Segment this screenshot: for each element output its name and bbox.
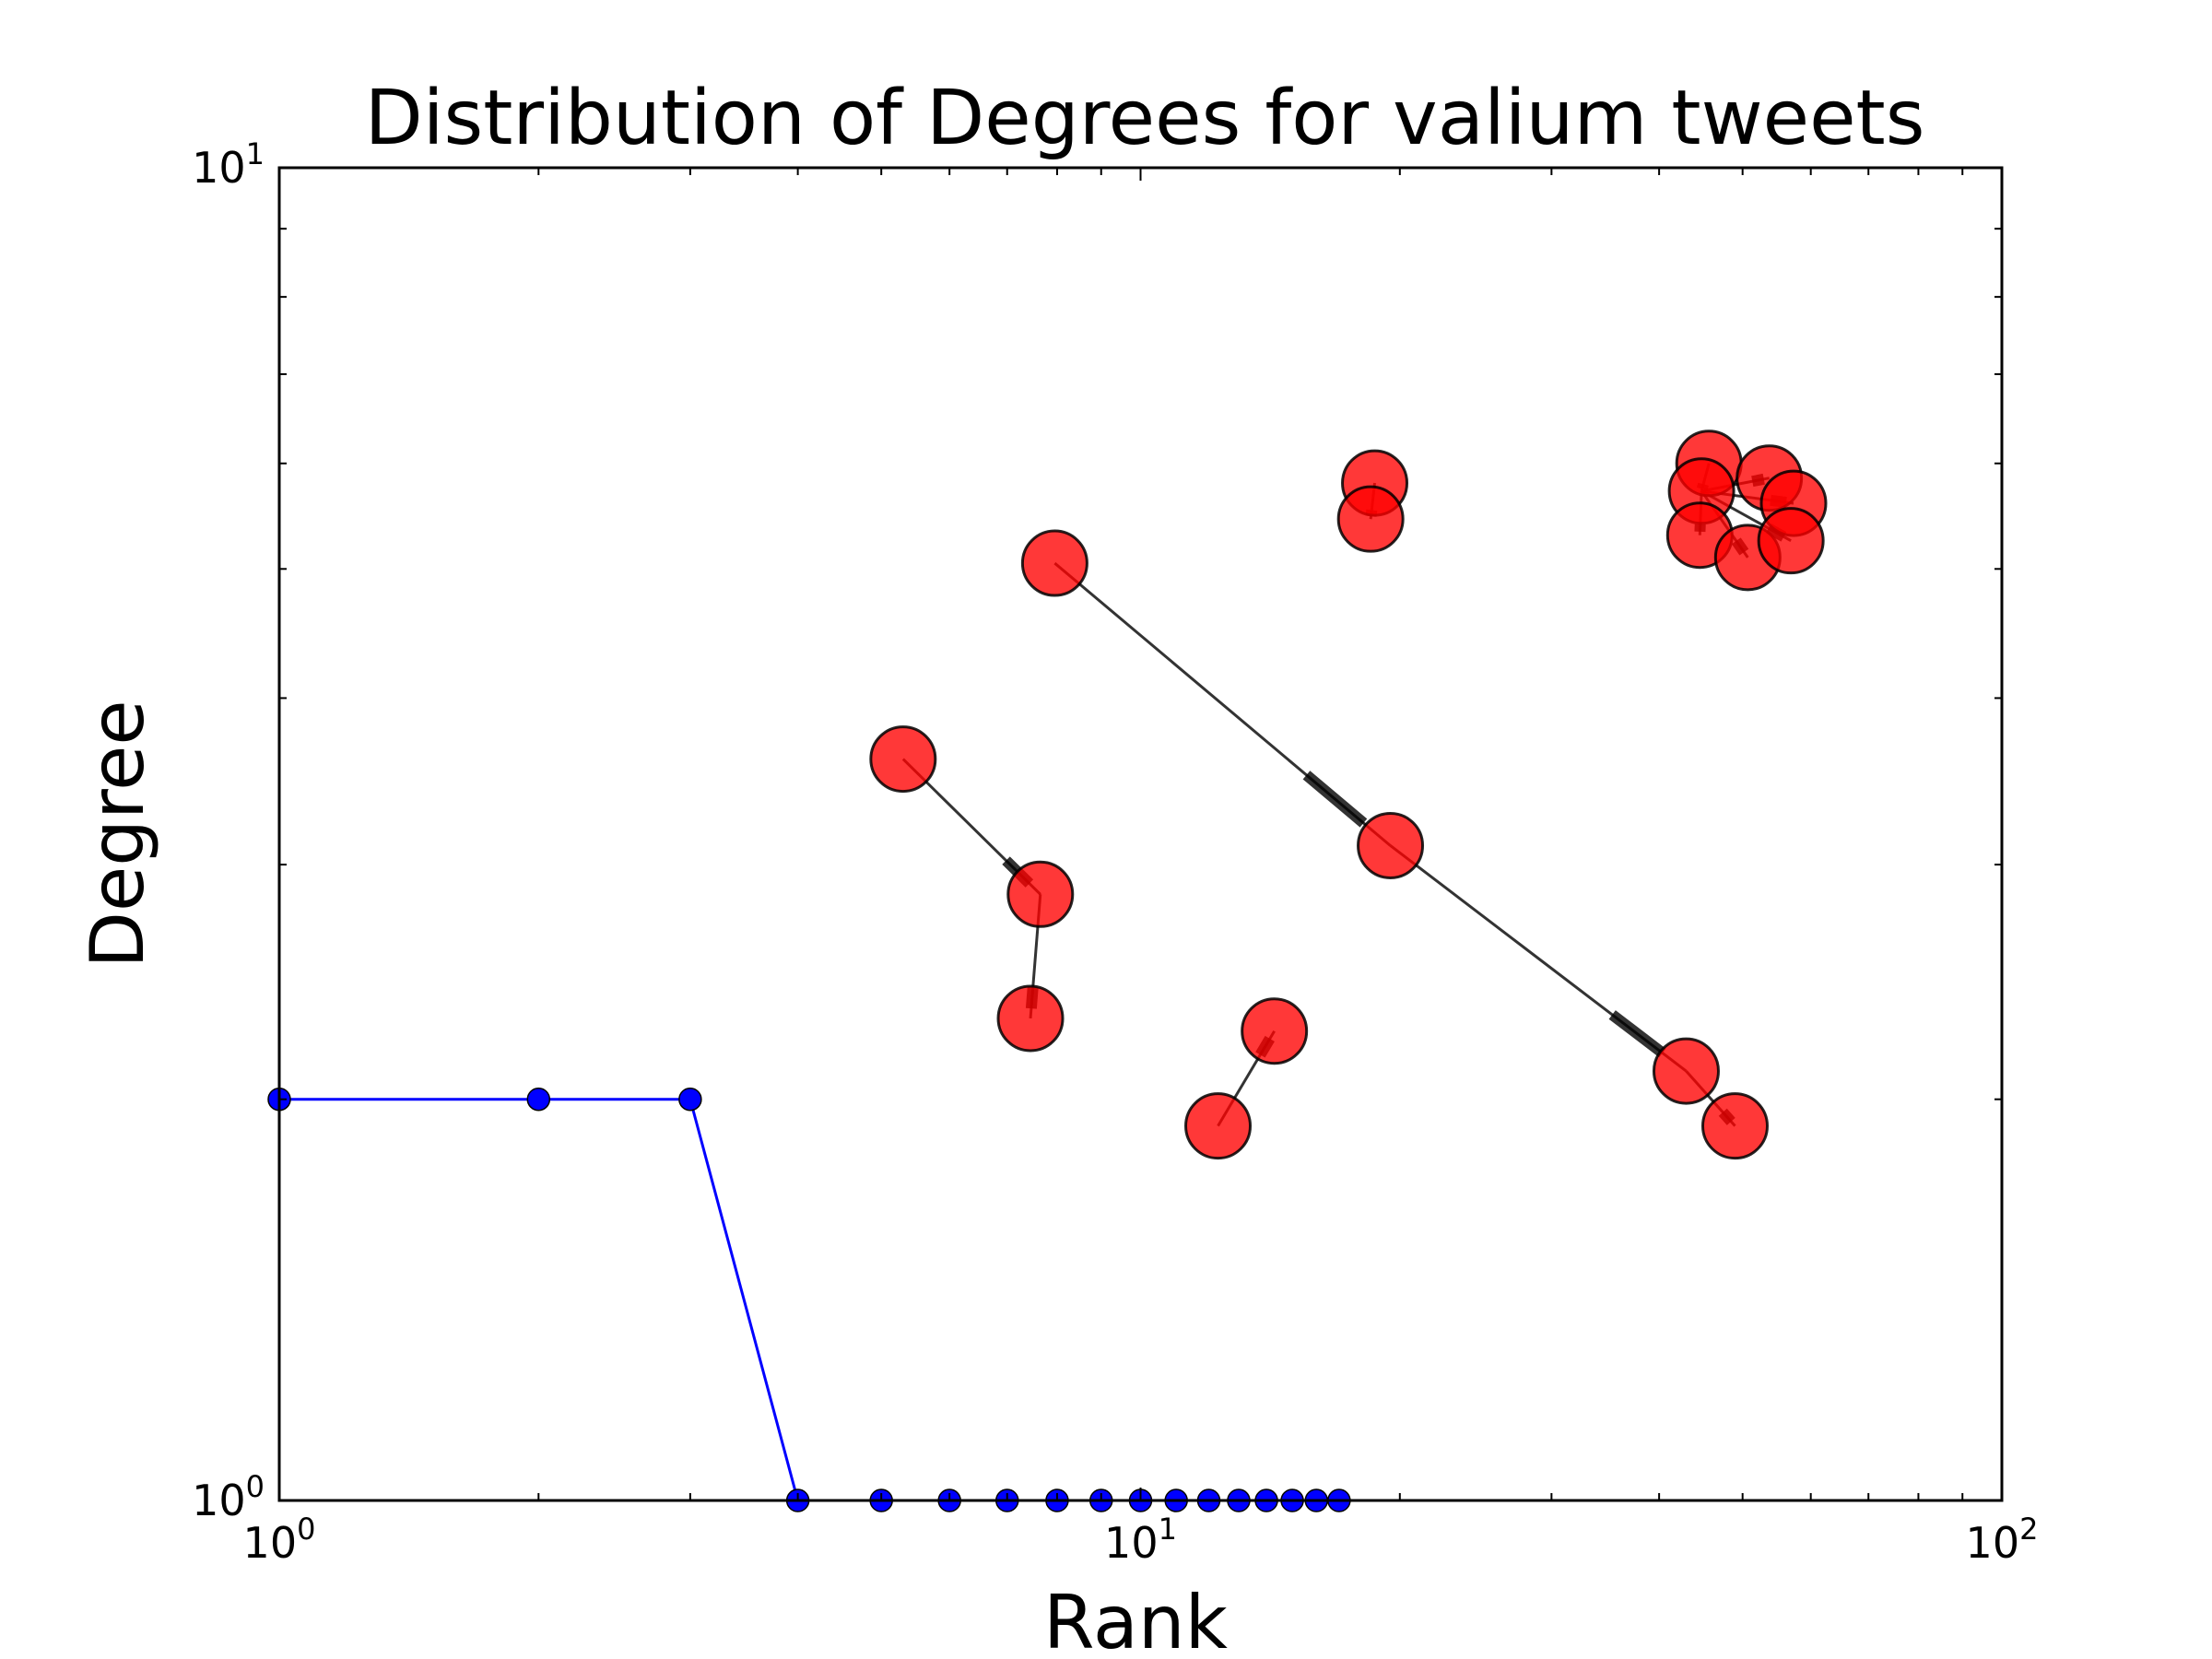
x-tick-label-exponent: 2 [2019,1512,2038,1547]
y-tick-label-exponent: 0 [246,1469,265,1504]
network-node [1652,1037,1720,1105]
network-node [1336,485,1405,553]
network-edge-arrow [1608,1010,1666,1058]
data-point [678,1087,702,1112]
y-tick-label-base: 10 [192,1476,246,1525]
x-tick-label: 101 [1104,1512,1177,1568]
x-axis-label: Rank [1043,1580,1229,1659]
y-tick-label-exponent: 1 [246,136,265,171]
x-tick-label-base: 10 [243,1518,298,1568]
network-node [1757,507,1825,575]
series-layer [267,1087,1351,1512]
y-tick-label: 101 [192,136,265,193]
network-node [1184,1092,1253,1160]
network-node [1700,1092,1769,1160]
network-overlay [869,429,1828,1160]
network-edge-arrow [1302,771,1368,828]
y-tick-label-base: 10 [192,143,246,193]
network-node [1020,529,1088,597]
network-node [1241,997,1309,1065]
x-tick-label-base: 10 [1104,1518,1159,1568]
data-point [526,1087,551,1112]
x-tick-label: 100 [243,1512,316,1568]
plot-frame [277,166,2004,1502]
x-tick-label-exponent: 0 [297,1512,315,1547]
chart-title: Distribution of Degrees for valium tweet… [365,75,1925,162]
x-tick-label-base: 10 [1966,1518,2020,1568]
network-node [1006,860,1075,928]
network-node [869,725,937,794]
series-line [279,1098,1339,1502]
y-tick-label: 100 [192,1469,265,1525]
y-axis-label: Degree [75,700,160,968]
x-tick-label-exponent: 1 [1159,1512,1177,1547]
x-tick-label: 102 [1966,1512,2039,1568]
network-node [996,984,1065,1053]
network-node [1357,811,1425,879]
